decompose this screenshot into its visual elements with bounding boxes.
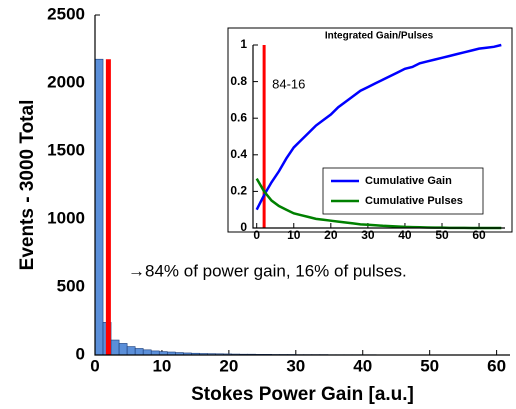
x-tick-label: 50: [420, 356, 439, 375]
y-tick-label: 500: [57, 276, 85, 295]
x-tick-label: 50: [435, 228, 449, 242]
x-tick-label: 0: [253, 228, 260, 242]
y-tick-label: 1: [240, 37, 247, 51]
y-tick-label: 0: [76, 344, 85, 363]
bar: [134, 348, 144, 356]
x-tick-label: 20: [219, 356, 238, 375]
y-tick-label: 1500: [47, 140, 85, 159]
bar: [94, 58, 104, 356]
bar: [142, 349, 152, 356]
legend-label: Cumulative Pulses: [365, 195, 463, 207]
bar: [118, 343, 128, 356]
bar: [150, 350, 160, 356]
bar: [110, 339, 120, 356]
y-tick-label: 0.4: [230, 147, 247, 161]
y-tick-label: 2500: [47, 4, 85, 23]
axis: [252, 45, 505, 229]
annotation: 84-16: [272, 76, 305, 91]
x-tick-label: 30: [286, 356, 305, 375]
y-tick-label: 0: [240, 220, 247, 234]
y-tick-label: 0.2: [230, 184, 247, 198]
legend-box: [322, 167, 484, 215]
x-tick-label: 60: [487, 356, 506, 375]
x-tick-label: 10: [287, 228, 301, 242]
axis: [94, 15, 510, 356]
y-tick-label: 0.8: [230, 74, 247, 88]
y-tick-label: 2000: [47, 72, 85, 91]
y-tick-label: 1000: [47, 208, 85, 227]
x-tick-label: 30: [361, 228, 375, 242]
x-axis-label: Stokes Power Gain [a.u.]: [191, 384, 414, 405]
x-tick-label: 0: [90, 356, 99, 375]
x-tick-label: 40: [398, 228, 412, 242]
x-tick-label: 60: [472, 228, 486, 242]
x-tick-label: 20: [324, 228, 338, 242]
y-axis-label: Events - 3000 Total: [17, 100, 38, 271]
x-tick-label: 40: [353, 356, 372, 375]
line: [255, 43, 502, 211]
chart-title: Integrated Gain/Pulses: [325, 31, 434, 42]
x-tick-label: 10: [152, 356, 171, 375]
legend-label: Cumulative Gain: [365, 175, 452, 187]
bar: [126, 346, 136, 356]
y-tick-label: 0.6: [230, 110, 247, 124]
annotation: →84% of power gain, 16% of pulses.: [128, 261, 407, 280]
